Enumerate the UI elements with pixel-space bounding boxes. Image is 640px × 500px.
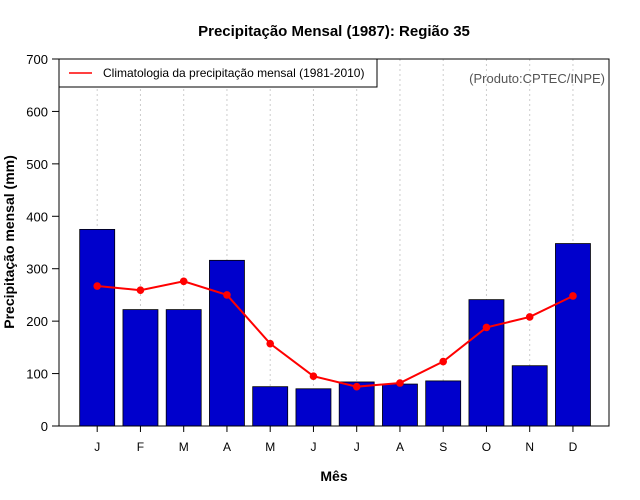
bar-j-1: [79, 228, 116, 427]
y-tick-label: 500: [26, 157, 48, 172]
bar-f-2: [122, 309, 159, 427]
product-credit: (Produto:CPTEC/INPE): [469, 71, 605, 86]
legend-label: Climatologia da precipitação mensal (198…: [103, 66, 364, 80]
x-tick-label: M: [179, 440, 189, 454]
x-tick-label: N: [525, 440, 534, 454]
bar-o-10: [468, 299, 505, 427]
bar-j-6: [295, 388, 332, 427]
climatology-point: [569, 292, 577, 300]
climatology-point: [525, 313, 534, 321]
climatology-point: [179, 277, 188, 286]
y-tick-label: 700: [26, 52, 48, 67]
x-tick-label: A: [396, 440, 404, 454]
bar-s-9: [425, 380, 462, 427]
bar-m-5: [252, 386, 289, 427]
y-tick-label: 0: [41, 419, 48, 434]
climatology-point: [482, 323, 491, 332]
climatology-line: [97, 280, 574, 388]
climatology-point: [93, 282, 101, 290]
bars: [79, 228, 591, 427]
climatology-point: [396, 379, 404, 387]
legend: Climatologia da precipitação mensal (198…: [58, 58, 378, 88]
climatology-point: [266, 339, 275, 348]
climatology-point: [309, 372, 318, 380]
x-tick-label: A: [223, 440, 231, 454]
y-tick-label: 200: [26, 314, 48, 329]
legend-box: [58, 58, 378, 88]
climatology-point: [223, 291, 231, 299]
chart-title: Precipitação Mensal (1987): Região 35: [198, 23, 470, 40]
x-tick-label: J: [94, 440, 100, 454]
climatology-point: [439, 357, 448, 366]
x-tick-label: S: [439, 440, 447, 454]
x-tick-label: O: [482, 440, 491, 454]
bar-m-3: [165, 309, 202, 427]
x-tick-label: F: [137, 440, 144, 454]
y-tick-label: 400: [26, 209, 48, 224]
climatology-point: [352, 382, 361, 391]
y-axis: 0 100 200 300 400 500 600 700: [26, 52, 59, 434]
x-axis-label: Mês: [320, 468, 347, 484]
bar-n-11: [511, 365, 548, 427]
x-tick-label: J: [354, 440, 360, 454]
x-tick-label: D: [569, 440, 578, 454]
y-tick-label: 100: [26, 367, 48, 382]
bar-d-12: [555, 243, 591, 427]
bar-a-4: [209, 259, 245, 427]
x-tick-label: M: [265, 440, 275, 454]
bar-a-8: [382, 383, 418, 427]
climatology-point: [136, 286, 145, 295]
y-tick-label: 300: [26, 262, 48, 277]
y-axis-label: Precipitação mensal (mm): [1, 155, 17, 329]
climatology-line-group: [93, 277, 577, 391]
x-tick-label: J: [310, 440, 316, 454]
y-tick-label: 600: [26, 104, 48, 119]
